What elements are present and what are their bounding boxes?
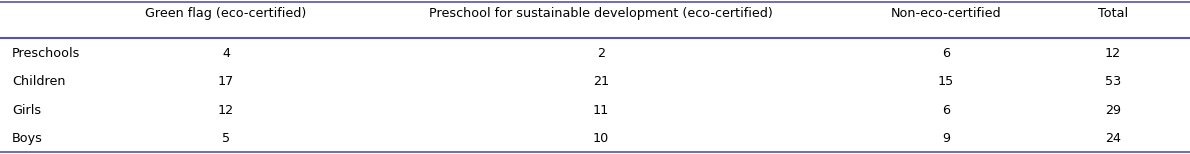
Text: Green flag (eco-certified): Green flag (eco-certified) <box>145 7 307 20</box>
Text: Girls: Girls <box>12 104 40 117</box>
Text: 11: 11 <box>593 104 609 117</box>
Text: 6: 6 <box>942 104 950 117</box>
Text: 15: 15 <box>938 75 954 88</box>
Text: Non-eco-certified: Non-eco-certified <box>891 7 1001 20</box>
Text: 24: 24 <box>1104 132 1121 145</box>
Text: 21: 21 <box>593 75 609 88</box>
Text: 2: 2 <box>597 47 605 60</box>
Text: 10: 10 <box>593 132 609 145</box>
Text: 12: 12 <box>1104 47 1121 60</box>
Text: 29: 29 <box>1104 104 1121 117</box>
Text: 6: 6 <box>942 47 950 60</box>
Text: 4: 4 <box>223 47 230 60</box>
Text: Preschool for sustainable development (eco-certified): Preschool for sustainable development (e… <box>430 7 772 20</box>
Text: Children: Children <box>12 75 65 88</box>
Text: 53: 53 <box>1104 75 1121 88</box>
Text: Total: Total <box>1097 7 1128 20</box>
Text: Boys: Boys <box>12 132 43 145</box>
Text: Preschools: Preschools <box>12 47 80 60</box>
Text: 9: 9 <box>942 132 950 145</box>
Text: 12: 12 <box>218 104 234 117</box>
Text: 5: 5 <box>223 132 230 145</box>
Text: 17: 17 <box>218 75 234 88</box>
